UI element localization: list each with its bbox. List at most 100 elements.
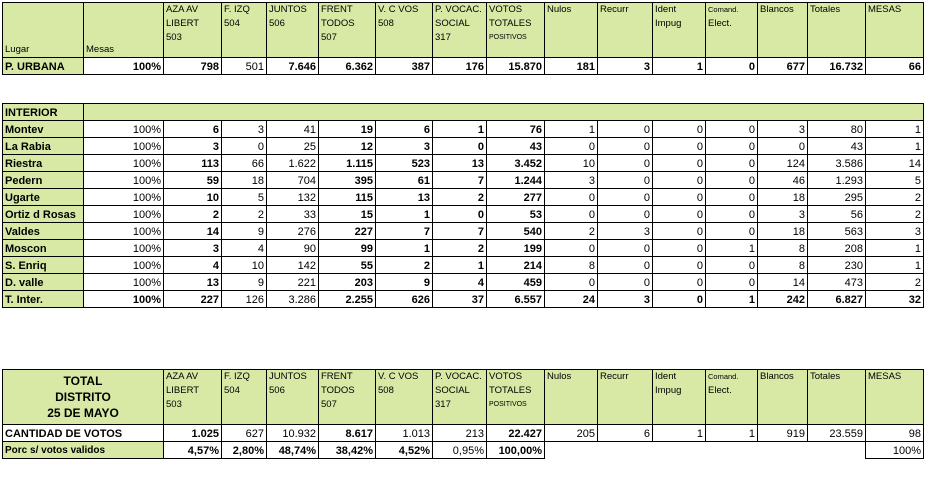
cell: 0 (757, 137, 808, 155)
cell: 1 (865, 256, 924, 274)
cell: 3 (163, 239, 222, 257)
cell: 0 (652, 290, 706, 308)
cell: 0 (432, 205, 487, 223)
cell: 0 (544, 273, 598, 291)
empty-cell (653, 442, 706, 459)
cell: 76 (486, 120, 545, 138)
interior-title-band (83, 103, 924, 121)
cell: 919 (757, 424, 808, 442)
cell: 6 (375, 120, 433, 138)
cell: 4 (221, 239, 267, 257)
interior-row: Ugarte 100% 10 5 132 115 13 2 277 0 0 0 0 18 295 2 (2, 188, 924, 206)
cell: 387 (375, 57, 433, 75)
cell: 61 (375, 171, 433, 189)
cell: 13 (163, 273, 222, 291)
cell: 0 (652, 120, 706, 138)
cell: 0 (652, 273, 706, 291)
cell: 3.286 (266, 290, 319, 308)
cell: 18 (757, 222, 808, 240)
cell: 0 (544, 205, 598, 223)
cell: 18 (757, 188, 808, 206)
distrito-title: TOTAL DISTRITO 25 DE MAYO (2, 369, 164, 425)
cell: 3 (597, 290, 653, 308)
cell: 9 (221, 222, 267, 240)
cell: 0 (705, 171, 758, 189)
cell: 1.293 (807, 171, 866, 189)
cell: 176 (432, 57, 487, 75)
cell: 2 (375, 256, 433, 274)
cell: 13 (375, 188, 433, 206)
cell: 0 (705, 222, 758, 240)
row-label: La Rabia (2, 137, 84, 155)
cell: 0 (597, 154, 653, 172)
cell: 3 (163, 137, 222, 155)
cell: 3 (865, 222, 924, 240)
cell: 7 (432, 222, 487, 240)
cell: 0 (544, 239, 598, 257)
cell: 41 (266, 120, 319, 138)
cell: 5 (865, 171, 924, 189)
cell: 203 (318, 273, 376, 291)
interior-total-row: T. Inter. 100% 227 126 3.286 2.255 626 3… (2, 290, 924, 308)
cell: 100% (865, 441, 924, 459)
cell: 1 (705, 424, 758, 442)
cell: 33 (266, 205, 319, 223)
cell: 0 (705, 188, 758, 206)
cell: 55 (318, 256, 376, 274)
header-p-vocac: P. VOCAC. SOCIAL 317 (432, 369, 487, 425)
header-blancos: Blancos (757, 369, 808, 425)
header-p-vocac: P. VOCAC. SOCIAL 317 (432, 2, 487, 58)
interior-row: D. valle 100% 13 9 221 203 9 4 459 0 0 0 0 14 473 2 (2, 273, 924, 291)
cell: 0 (652, 256, 706, 274)
cell: 100% (83, 154, 164, 172)
cell: 242 (757, 290, 808, 308)
cell: 14 (757, 273, 808, 291)
cell: 4,52% (375, 441, 433, 459)
cell: 227 (163, 290, 222, 308)
cell: 100% (83, 188, 164, 206)
header-votos-totales: VOTOS TOTALES POSITIVOS (486, 369, 545, 425)
empty-cell (598, 442, 653, 459)
cell: 473 (807, 273, 866, 291)
cell: 230 (807, 256, 866, 274)
cell: 15 (318, 205, 376, 223)
cell: 563 (807, 222, 866, 240)
cell: 99 (318, 239, 376, 257)
cell: 3 (221, 120, 267, 138)
cell: 798 (163, 57, 222, 75)
cell: 2 (432, 239, 487, 257)
cell: 0 (705, 154, 758, 172)
cantidad-row: CANTIDAD DE VOTOS 1.025 627 10.932 8.617… (2, 424, 924, 442)
cell: 10 (544, 154, 598, 172)
cell: 100,00% (486, 441, 545, 459)
cell: 6.557 (486, 290, 545, 308)
cell: 1.025 (163, 424, 222, 442)
cell: 66 (865, 57, 924, 75)
cell: 9 (221, 273, 267, 291)
cell: 100% (83, 205, 164, 223)
empty-cell (808, 442, 866, 459)
cell: 626 (375, 290, 433, 308)
cell: 25 (266, 137, 319, 155)
cell: 0 (652, 188, 706, 206)
cell: 627 (221, 424, 267, 442)
header-aza-av: AZA AV LIBERT 503 (163, 369, 222, 425)
header-frent-todos: FRENT TODOS 507 (318, 369, 376, 425)
cell: 221 (266, 273, 319, 291)
cell: 46 (757, 171, 808, 189)
cell: 1 (705, 239, 758, 257)
row-label: D. valle (2, 273, 84, 291)
cell: 677 (757, 57, 808, 75)
cell: 2,80% (221, 441, 267, 459)
header-comand: Comand. Elect. (705, 369, 758, 425)
cell: 1 (652, 424, 706, 442)
cell: 3 (544, 171, 598, 189)
cell: 8 (757, 239, 808, 257)
cell: 0 (652, 205, 706, 223)
empty-cell (706, 442, 758, 459)
header-totales: Totales (807, 2, 866, 58)
cell: 0 (705, 120, 758, 138)
cell: 0 (705, 273, 758, 291)
row-label: Ortiz d Rosas (2, 205, 84, 223)
cell: 1 (865, 120, 924, 138)
